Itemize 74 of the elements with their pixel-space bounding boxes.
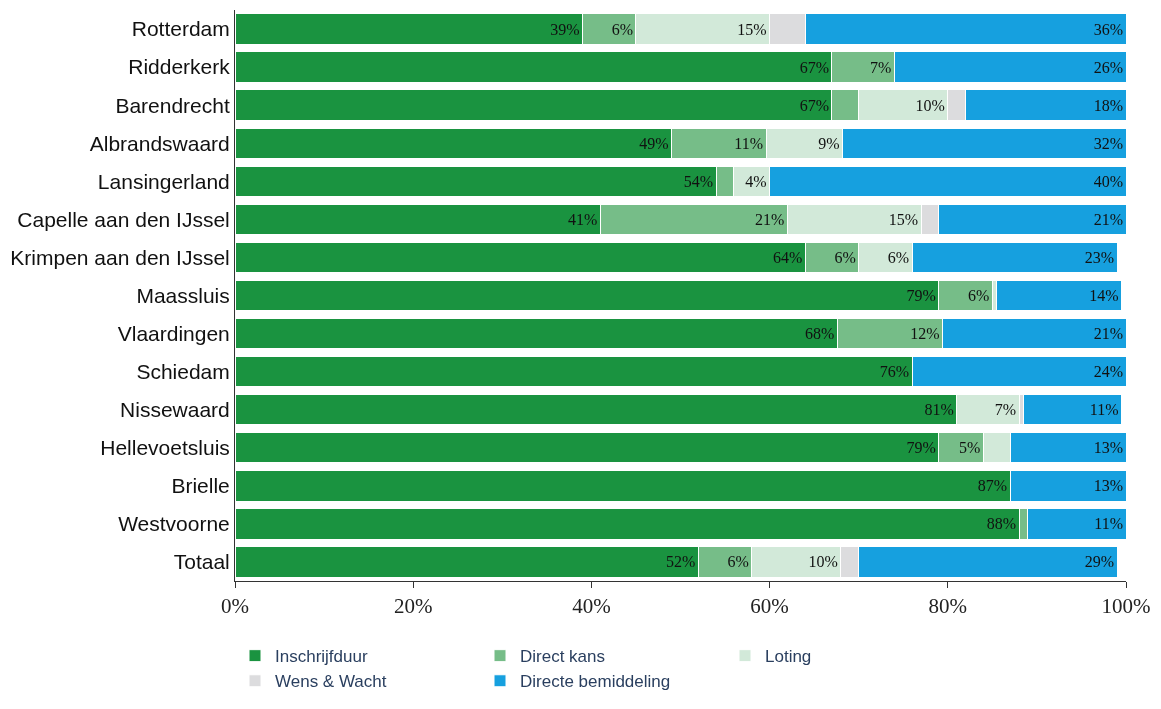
data-label: 21% (1093, 325, 1123, 343)
x-tick-label: 60% (750, 594, 789, 619)
y-tick-label: Nissewaard (120, 398, 230, 422)
data-label: 49% (639, 134, 669, 152)
data-label: 21% (755, 210, 785, 228)
y-tick-label: Barendrecht (115, 93, 230, 117)
y-tick-label: Krimpen aan den IJssel (10, 245, 230, 269)
data-label: 11% (734, 134, 764, 152)
y-tick-label: Hellevoetsluis (100, 436, 230, 460)
x-tick-label: 20% (393, 594, 433, 619)
data-label: 7% (994, 401, 1017, 419)
data-label: 67% (799, 96, 829, 114)
data-label: 10% (915, 96, 945, 114)
data-label: 5% (959, 439, 981, 457)
x-tick-label: 100% (1101, 594, 1151, 619)
data-label: 79% (906, 287, 936, 304)
data-label: 67% (799, 58, 829, 76)
y-tick-label: Capelle aan den IJssel (17, 207, 230, 231)
data-label: 87% (977, 477, 1008, 495)
data-label: 81% (924, 401, 954, 419)
data-label: 24% (1093, 363, 1123, 381)
x-tick-label: 40% (572, 594, 611, 619)
data-label: 40% (1093, 172, 1123, 190)
data-label: 11% (1094, 515, 1123, 533)
data-label: 12% (910, 325, 940, 343)
y-tick-label: Brielle (171, 474, 230, 498)
y-tick-label: Lansingerland (97, 169, 230, 193)
data-label: 52% (665, 553, 696, 571)
data-label: 13% (1093, 477, 1123, 495)
data-label: 6% (834, 248, 856, 266)
data-label: 13% (1093, 439, 1123, 457)
data-label: 54% (683, 172, 714, 190)
data-label: 14% (1089, 287, 1119, 304)
data-label: 76% (879, 363, 910, 381)
y-tick-label: Vlaardingen (117, 321, 230, 345)
legend-label: Directe bemiddeling (520, 672, 671, 692)
bar (996, 279, 1123, 312)
y-tick-label: Totaal (173, 550, 230, 574)
y-tick-label: Schiedam (136, 359, 230, 383)
data-label: 18% (1093, 96, 1123, 114)
legend-label: Loting (765, 647, 812, 667)
data-label: 15% (737, 20, 767, 38)
x-tick-label: 0% (221, 594, 249, 619)
data-label: 32% (1093, 134, 1123, 152)
y-tick-label: Rotterdam (131, 17, 230, 41)
data-label: 11% (1089, 401, 1119, 419)
legend-label: Wens & Wacht (275, 672, 387, 692)
y-tick-label: Albrandswaard (89, 131, 230, 155)
data-label: 36% (1093, 20, 1123, 38)
data-label: 79% (906, 439, 936, 457)
y-tick-label: Maassluis (136, 283, 230, 307)
data-label: 6% (968, 287, 990, 304)
data-label: 68% (804, 325, 835, 343)
y-tick-label: Westvoorne (118, 512, 230, 536)
data-label: 9% (818, 134, 840, 152)
data-label: 21% (1093, 210, 1123, 228)
data-label: 41% (567, 210, 598, 228)
data-label: 6% (887, 248, 910, 266)
data-label: 88% (986, 515, 1017, 533)
x-tick-label: 80% (928, 594, 968, 619)
data-label: 15% (888, 210, 919, 228)
legend-label: Direct kans (520, 647, 606, 667)
data-label: 10% (808, 553, 838, 571)
data-label: 26% (1093, 58, 1123, 76)
data-label: 4% (745, 172, 767, 190)
data-label: 23% (1084, 248, 1115, 266)
data-label: 6% (727, 553, 749, 571)
y-tick-label: Ridderkerk (128, 55, 231, 79)
data-label: 39% (550, 20, 580, 38)
data-label: 29% (1084, 553, 1115, 571)
legend-label: Inschrijfduur (275, 647, 368, 667)
data-label: 7% (870, 58, 892, 76)
data-label: 6% (611, 20, 633, 38)
data-label: 64% (772, 248, 803, 266)
